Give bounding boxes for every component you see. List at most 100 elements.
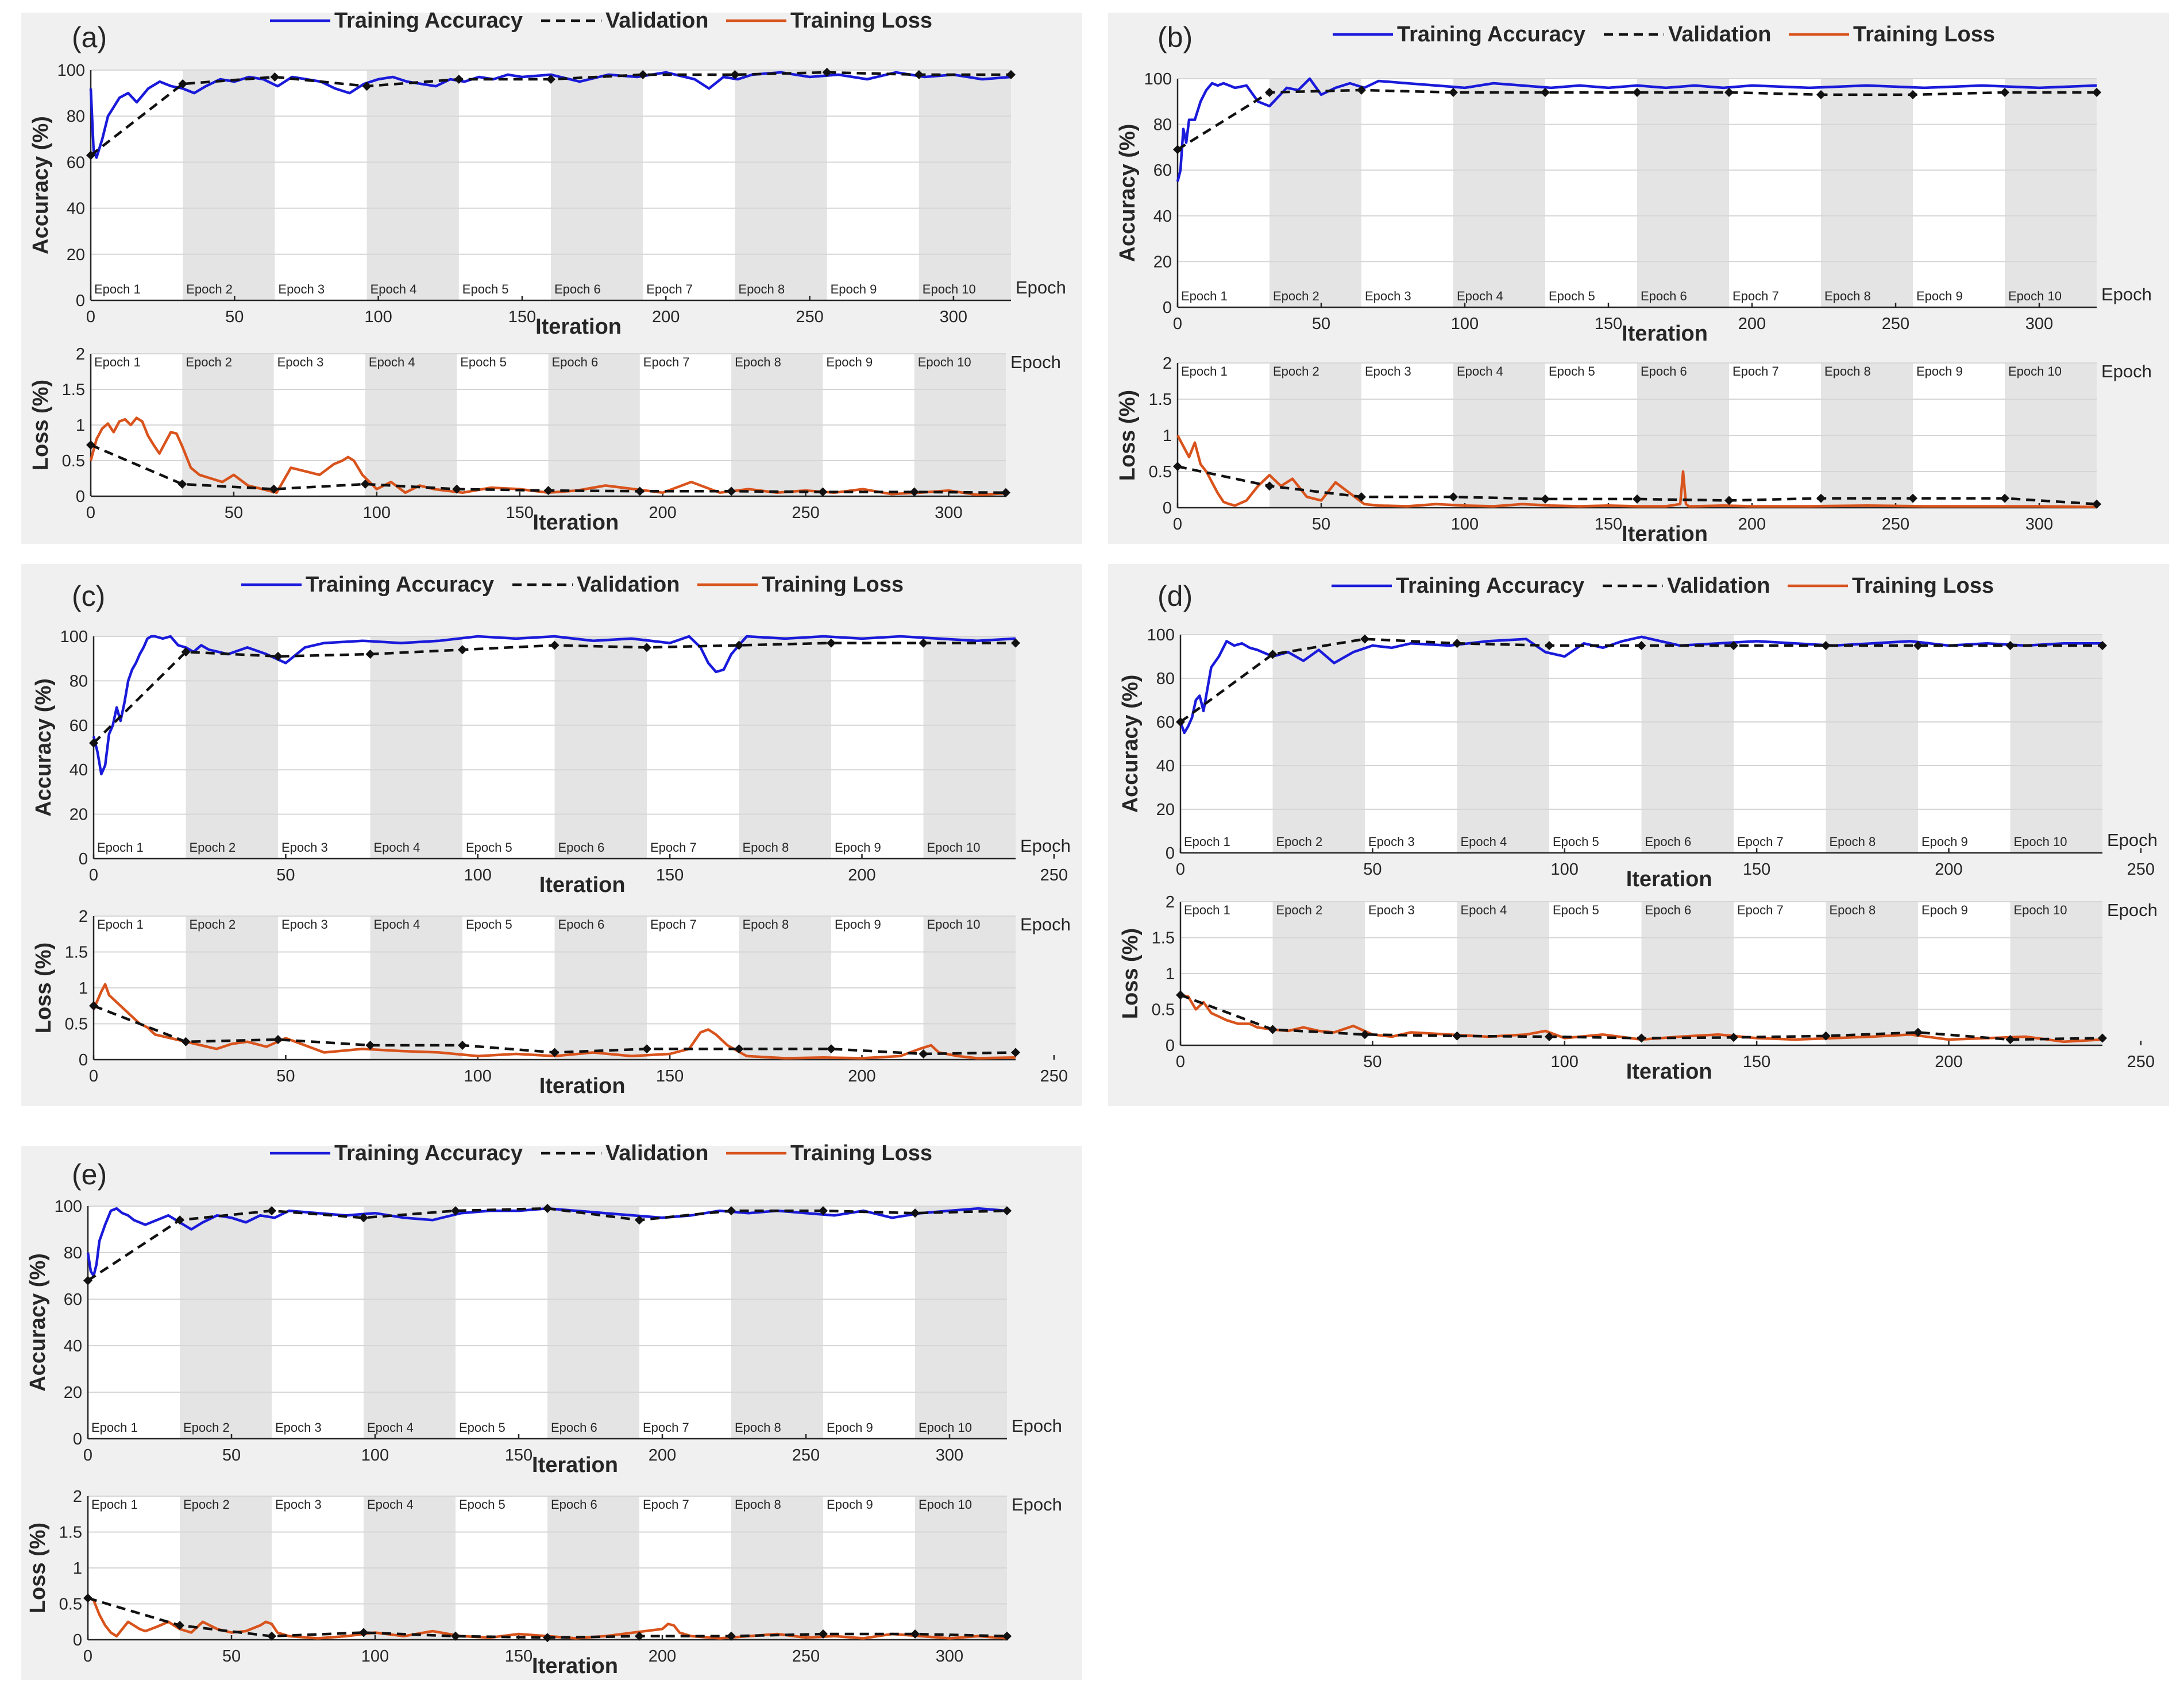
validation-marker	[734, 640, 744, 650]
y-tick-label: 60	[64, 1291, 82, 1309]
validation-marker	[181, 1037, 191, 1046]
epoch-label: Epoch 8	[735, 1420, 781, 1435]
x-tick-label: 100	[1551, 860, 1579, 879]
epoch-label: Epoch 4	[371, 282, 417, 296]
y-tick-label: 0.5	[62, 452, 85, 470]
epoch-label: Epoch 5	[1553, 835, 1599, 849]
y-tick-label: 100	[57, 61, 85, 80]
y-axis-title: Loss (%)	[32, 942, 56, 1033]
x-tick-label: 250	[796, 308, 823, 326]
epoch-label: Epoch 1	[1184, 903, 1230, 917]
y-tick-label: 0	[1166, 844, 1175, 863]
epoch-label: Epoch 7	[650, 917, 697, 932]
accuracy-subplot: Epoch 1 Epoch 2 Epoch 3 Epoch 4 Epoch 5 Epoch…	[1118, 626, 2158, 891]
epoch-label: Epoch 2	[1273, 289, 1319, 303]
legend-validation: Validation	[1603, 574, 1770, 598]
legend-validation: Validation	[541, 9, 708, 33]
validation-marker	[550, 640, 559, 650]
validation-marker	[1268, 650, 1278, 659]
y-tick-label: 20	[67, 246, 85, 264]
validation-marker	[2092, 499, 2101, 509]
x-axis-title: Iteration	[1626, 1060, 1712, 1084]
x-tick-label: 50	[276, 1067, 295, 1085]
legend-label: Validation	[1667, 574, 1770, 598]
x-tick-label: 0	[83, 1446, 92, 1465]
accuracy-subplot: Epoch 1 Epoch 2 Epoch 3 Epoch 4 Epoch 5 Epoch…	[32, 628, 1071, 897]
chart-panel: (b) Training Accuracy Validation Training L…	[1108, 13, 2169, 546]
validation-marker	[1011, 1048, 1020, 1057]
validation-marker	[1913, 1027, 1923, 1037]
x-tick-label: 0	[86, 504, 95, 522]
training-loss-line	[1176, 434, 2097, 508]
epoch-band	[183, 70, 275, 300]
validation-marker	[818, 487, 828, 497]
y-tick-label: 1	[1163, 427, 1172, 445]
epoch-label: Epoch 9	[835, 840, 881, 855]
epoch-label: Epoch 7	[643, 355, 690, 369]
y-tick-label: 100	[60, 628, 88, 646]
validation-marker	[2098, 1033, 2107, 1043]
epoch-label: Epoch 6	[554, 282, 601, 296]
epoch-band	[739, 636, 831, 859]
y-tick-label: 0	[79, 850, 88, 868]
x-tick-label: 200	[848, 866, 875, 884]
validation-marker	[1821, 1031, 1831, 1041]
validation-marker	[89, 1001, 98, 1011]
validation-marker	[819, 1629, 828, 1639]
epoch-label: Epoch 2	[190, 917, 236, 932]
epoch-band	[551, 70, 643, 300]
x-tick-label: 200	[649, 1647, 676, 1666]
validation-marker	[175, 1215, 184, 1225]
epoch-label: Epoch 6	[1645, 903, 1692, 917]
validation-marker	[267, 1631, 276, 1641]
validation-marker	[1449, 492, 1458, 502]
epoch-label: Epoch 5	[462, 282, 509, 296]
y-axis-title: Accuracy (%)	[26, 1253, 50, 1392]
epoch-label: Epoch 6	[1641, 364, 1687, 378]
epoch-label: Epoch 3	[1368, 903, 1415, 917]
y-tick-label: 0	[79, 1051, 88, 1069]
validation-marker	[1545, 641, 1554, 650]
legend-label: Training Accuracy	[334, 1141, 523, 1165]
y-axis-title: Loss (%)	[1116, 390, 1140, 481]
y-tick-label: 1.5	[1152, 929, 1175, 948]
epoch-label: Epoch 2	[190, 840, 236, 855]
validation-marker	[273, 651, 283, 661]
validation-marker	[2092, 87, 2101, 97]
validation-marker	[2000, 493, 2009, 503]
validation-marker	[1729, 641, 1738, 650]
epoch-label: Epoch 2	[186, 282, 233, 296]
x-axis-title: Iteration	[532, 1453, 618, 1477]
x-tick-label: 200	[649, 1446, 676, 1465]
validation-line	[1177, 465, 2097, 505]
validation-marker	[359, 1213, 368, 1223]
training-accuracy-line	[1176, 77, 2097, 182]
validation-marker	[1011, 638, 1020, 648]
x-tick-label: 50	[1312, 515, 1330, 534]
epoch-label: Epoch 7	[1732, 364, 1779, 378]
epoch-label: Epoch 7	[650, 840, 697, 855]
epoch-label: Epoch 8	[1824, 364, 1871, 378]
validation-marker	[2005, 641, 2015, 650]
y-tick-label: 80	[1156, 670, 1175, 688]
epoch-label: Epoch 3	[278, 282, 325, 296]
epoch-band	[915, 1206, 1007, 1439]
y-tick-label: 0.5	[1149, 463, 1172, 481]
y-axis-title: Accuracy (%)	[29, 116, 53, 254]
x-tick-label: 150	[508, 308, 536, 326]
y-tick-label: 1.5	[62, 381, 85, 399]
y-tick-label: 1	[79, 979, 88, 998]
y-tick-label: 40	[1153, 207, 1172, 226]
epoch-label: Epoch 9	[831, 282, 877, 296]
training-accuracy-line	[89, 71, 1012, 159]
chart-panel: (e) Training Accuracy Validation Training L…	[21, 1141, 1082, 1680]
y-axis-title: Loss (%)	[26, 1523, 50, 1613]
x-tick-label: 150	[505, 1446, 533, 1465]
validation-marker	[181, 647, 191, 657]
y-tick-label: 40	[64, 1337, 82, 1355]
x-tick-label: 0	[89, 1067, 98, 1085]
y-tick-label: 2	[76, 345, 85, 364]
epoch-label: Epoch 3	[281, 840, 328, 855]
legend-training-loss: Training Loss	[726, 9, 932, 33]
validation-marker	[1541, 494, 1550, 504]
